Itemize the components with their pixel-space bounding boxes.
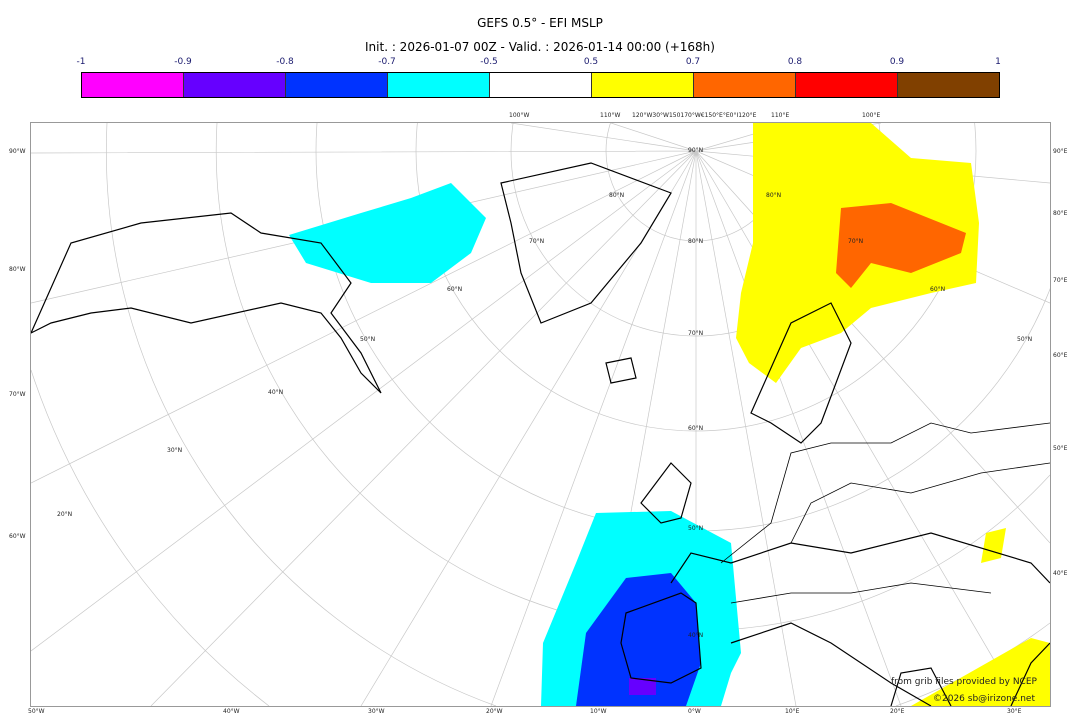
grid-label-top: 100°E [862, 112, 881, 119]
lat-label: 40°N [688, 632, 704, 639]
grid-label-left: 70°W [9, 391, 26, 398]
grid-label-right: 60°E [1053, 352, 1068, 359]
grid-label-bottom: 20°E [890, 708, 905, 715]
grid-label-right: 40°E [1053, 570, 1068, 577]
grid-label-top: 110°E [771, 112, 790, 119]
copyright: ©2026 sb@irizone.net [933, 694, 1035, 704]
grid-label-right: 70°E [1053, 277, 1068, 284]
grid-label-bottom: 20°W [486, 708, 503, 715]
efi-region-positive [981, 528, 1006, 563]
colorbar-tick: -0.8 [276, 57, 294, 67]
grid-label-right: 50°E [1053, 445, 1068, 452]
lat-label: 20°N [57, 511, 73, 518]
grid-label-bottom: 10°E [785, 708, 800, 715]
efi-region-negative [629, 678, 656, 695]
efi-region-negative [576, 573, 701, 706]
lat-label: 80°N [609, 192, 625, 199]
efi-region-positive [911, 638, 1050, 706]
grid-label-left: 60°W [9, 533, 26, 540]
coastlines [31, 162, 1050, 706]
map-title: GEFS 0.5° - EFI MSLP [477, 16, 603, 30]
grid-label-bottom: 40°W [223, 708, 240, 715]
colorbar-swatch [82, 73, 184, 97]
grid-label-top: 120°W30°W150170°W€150°E°E0°I120°E [632, 112, 757, 119]
grid-label-left: 90°W [9, 148, 26, 155]
colorbar-swatch [184, 73, 286, 97]
colorbar-tick: -1 [76, 57, 86, 67]
map-subtitle: Init. : 2026-01-07 00Z - Valid. : 2026-0… [365, 40, 715, 54]
efi-region-positive [836, 203, 966, 288]
colorbar-tick: -0.5 [480, 57, 498, 67]
colorbar-tick: 0.9 [889, 57, 905, 67]
grid-label-bottom: 0°W [688, 708, 701, 715]
country-borders [720, 422, 1050, 604]
lat-label: 70°N [848, 238, 864, 245]
colorbar-swatch [286, 73, 388, 97]
lat-label: 60°N [688, 425, 704, 432]
grid-label-bottom: 10°W [590, 708, 607, 715]
lat-label: 50°N [1017, 336, 1033, 343]
efi-shading [289, 123, 1050, 706]
grid-label-bottom: 30°W [368, 708, 385, 715]
lat-label: 90°N [688, 147, 704, 154]
grid-label-right: 90°E [1053, 148, 1068, 155]
lat-label: 80°N [688, 238, 704, 245]
colorbar-swatch [694, 73, 796, 97]
colorbar [81, 72, 1000, 98]
grid-label-top: 110°W [600, 112, 621, 119]
lat-label: 40°N [268, 389, 284, 396]
colorbar-tick: -0.7 [378, 57, 396, 67]
colorbar-tick: -0.9 [174, 57, 192, 67]
efi-region-negative [289, 183, 486, 283]
lat-label: 30°N [167, 447, 183, 454]
lat-label: 60°N [930, 286, 946, 293]
lat-label: 50°N [360, 336, 376, 343]
lat-label: 70°N [688, 330, 704, 337]
colorbar-swatch [388, 73, 490, 97]
grid-label-left: 80°W [9, 266, 26, 273]
lat-label: 50°N [688, 525, 704, 532]
colorbar-tick: 0.7 [685, 57, 701, 67]
map-plot [30, 122, 1051, 707]
grid-label-right: 80°E [1053, 210, 1068, 217]
colorbar-swatch [796, 73, 898, 97]
colorbar-swatch [898, 73, 999, 97]
grid-label-bottom: 30°E [1007, 708, 1022, 715]
lat-label: 70°N [529, 238, 545, 245]
lat-label: 60°N [447, 286, 463, 293]
data-credit: from grib files provided by NCEP [891, 677, 1037, 687]
colorbar-swatch [592, 73, 694, 97]
colorbar-tick: 1 [995, 57, 1001, 67]
colorbar-swatch [490, 73, 592, 97]
colorbar-tick: 0.8 [787, 57, 803, 67]
grid-label-bottom: 50°W [28, 708, 45, 715]
grid-label-top: 100°W [509, 112, 530, 119]
colorbar-tick: 0.5 [583, 57, 599, 67]
lat-label: 80°N [766, 192, 782, 199]
